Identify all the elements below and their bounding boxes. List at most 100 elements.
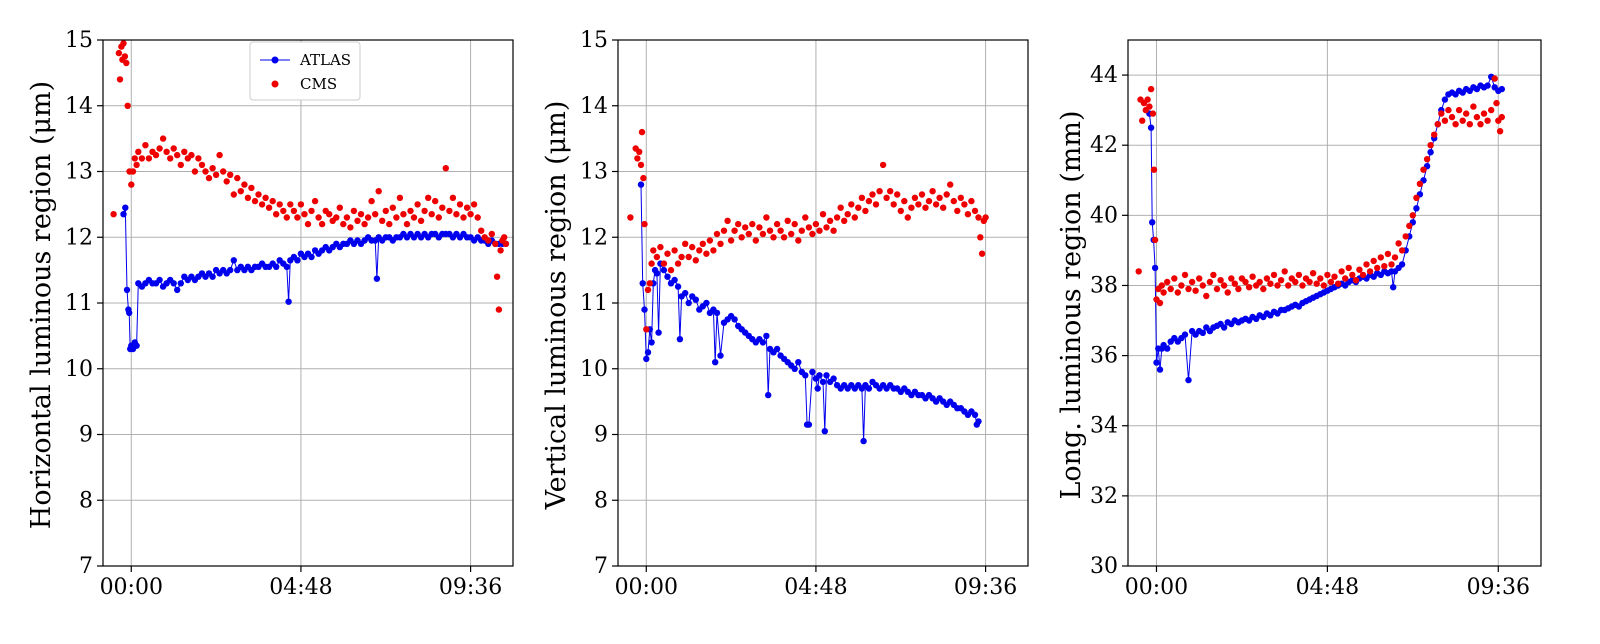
chart-vertical-series-atlas-line [640,184,979,442]
chart-longitudinal-series-cms-point-20 [1178,282,1185,289]
chart-horizontal-series-cms-point-117 [495,306,503,313]
chart-horizontal-series-cms-point-55 [280,207,287,215]
chart-horizontal-series-cms-point-84 [382,207,389,215]
chart-vertical-series-cms-point-36 [735,220,742,228]
legend-cms-marker [271,80,279,88]
chart-vertical-series-cms-point-23 [689,243,696,251]
chart-horizontal-series-cms-point-31 [195,155,202,162]
chart-longitudinal-series-cms-point-71 [1359,271,1367,279]
chart-vertical-series-cms-point-68 [848,201,855,208]
chart-vertical-series-atlas-point-13 [664,273,671,280]
chart-vertical-series-cms-point-50 [784,217,791,224]
chart-horizontal-series-cms-point-50 [262,194,269,201]
chart-vertical-series-cms-point-16 [664,250,671,257]
chart-longitudinal-series-cms-point-104 [1477,121,1484,128]
chart-vertical-series-cms-point-65 [837,204,844,211]
chart-horizontal-series-cms-point-88 [396,194,404,201]
chart-horizontal-series-atlas-point-36 [227,266,234,274]
chart-vertical-series-cms-point-86 [911,194,919,201]
chart-longitudinal-series-cms-point-23 [1188,278,1196,286]
chart-longitudinal-series-cms-point-48 [1277,277,1285,284]
chart-horizontal-series-cms-point-45 [244,194,252,201]
chart-longitudinal-series-cms-point-106 [1484,117,1491,124]
chart-vertical-series-atlas-point-16 [674,283,682,290]
chart-vertical-series-cms-point-8 [643,326,650,333]
chart-horizontal-series-cms-point-118 [497,247,504,254]
chart-longitudinal-series-atlas-point-2 [1149,219,1156,226]
chart-horizontal-series-cms-point-22 [163,148,170,155]
chart-horizontal-series-cms-point-59 [294,214,301,221]
chart-horizontal-series-cms-point-51 [265,204,273,211]
chart-horizontal-series-atlas-point-4 [126,309,133,317]
chart-vertical-series-cms-point-48 [777,227,784,234]
chart-horizontal-series-cms-point-60 [297,201,305,208]
chart-vertical-series-cms-point-90 [925,197,933,205]
chart-horizontal-series-cms-point-58 [290,207,298,215]
chart-horizontal-series-cms-point-39 [223,178,230,185]
chart-horizontal-ytick-label-1: 8 [79,488,93,513]
chart-vertical-series-cms-point-102 [968,197,975,205]
chart-vertical-series-cms-point-29 [710,247,717,254]
chart-longitudinal-series-cms-point-72 [1363,261,1370,268]
chart-horizontal-series-cms-point-19 [152,151,160,159]
chart-vertical-series-atlas-point-64 [823,372,830,379]
chart-vertical-series-cms-point-6 [640,174,647,182]
chart-longitudinal-ytick-label-4: 38 [1090,273,1118,298]
chart-horizontal-series-cms-point-38 [220,168,227,175]
chart-vertical-series-cms-point-85 [908,204,915,211]
chart-longitudinal-series-cms-point-65 [1338,268,1345,275]
chart-horizontal-series-cms-point-14 [135,148,142,155]
chart-vertical-series-atlas-point-0 [637,181,645,188]
chart-longitudinal-series-cms-point-94 [1441,117,1449,124]
chart-horizontal-series-cms-point-121 [502,240,510,247]
chart-horizontal-series-cms-point-21 [159,135,167,142]
chart-longitudinal-series-cms-point-15 [1160,289,1167,296]
chart-vertical-series-cms-point-4 [637,161,645,169]
chart-horizontal-series-cms-point-33 [202,168,209,175]
chart-horizontal-series-cms-point-37 [216,151,223,159]
chart-vertical-series-cms-point-61 [823,224,830,231]
chart-longitudinal-series-atlas-point-89 [1441,96,1449,103]
chart-vertical-ytick-label-6: 13 [580,160,608,185]
chart-longitudinal-series-cms-point-50 [1285,282,1292,289]
chart-vertical-series-cms-point-83 [901,197,908,205]
chart-vertical-series-cms-point-84 [904,214,911,221]
chart-horizontal-series-cms-point-12 [131,155,138,162]
chart-longitudinal-series-cms-point-47 [1274,282,1281,289]
chart-longitudinal-series-cms-point-38 [1242,278,1249,286]
chart-longitudinal-series-cms-point-75 [1374,264,1381,272]
chart-vertical-series-cms-point-78 [883,194,890,201]
chart-vertical-series-cms-point-101 [964,211,972,218]
chart-vertical-xtick-label-0: 00:00 [615,575,678,600]
chart-vertical-series-cms-point-59 [816,227,823,234]
chart-horizontal-series-cms-point-78 [361,220,368,228]
chart-longitudinal-series-cms-point-6 [1146,103,1153,110]
chart-vertical-series-cms-point-73 [865,197,873,205]
chart-vertical-series-atlas-point-6 [648,339,655,346]
chart-horizontal-series-cms-point-13 [133,161,140,169]
chart-horizontal-series-cms-point-49 [258,201,266,208]
chart-vertical-series-cms [627,128,989,333]
chart-vertical-series-cms-point-77 [879,161,887,169]
chart-vertical-series-cms-point-95 [943,191,950,198]
chart-longitudinal-frame [1127,39,1542,567]
chart-vertical-series-cms-point-5 [638,128,646,136]
chart-vertical-series-atlas-point-28 [712,359,719,366]
chart-longitudinal-series-cms-point-64 [1334,280,1342,287]
chart-vertical-series-cms-point-66 [841,217,848,224]
chart-vertical-series-atlas-point-75 [860,437,867,445]
chart-longitudinal-ytick-label-3: 36 [1090,344,1118,369]
chart-horizontal-series-cms-point-103 [449,194,457,201]
chart-vertical-series-cms-point-10 [646,280,653,287]
chart-vertical: Vertical luminous region (μm) 7 8 9 10 11 12 1… [541,28,1029,600]
chart-vertical-series-atlas-point-57 [805,421,813,428]
chart-vertical-series-cms-point-20 [678,253,685,261]
chart-longitudinal-series-cms-point-40 [1249,273,1256,280]
chart-vertical-series-cms-point-37 [738,234,745,241]
chart-horizontal-series-cms-point-114 [488,230,495,238]
chart-vertical-series-atlas-point-55 [802,372,809,379]
chart-horizontal-series-atlas-point-56 [294,257,301,264]
chart-longitudinal-series-atlas-point-77 [1398,261,1406,268]
chart-horizontal-series-cms-point-97 [428,211,435,218]
chart-horizontal-series-cms-point-71 [336,204,343,211]
